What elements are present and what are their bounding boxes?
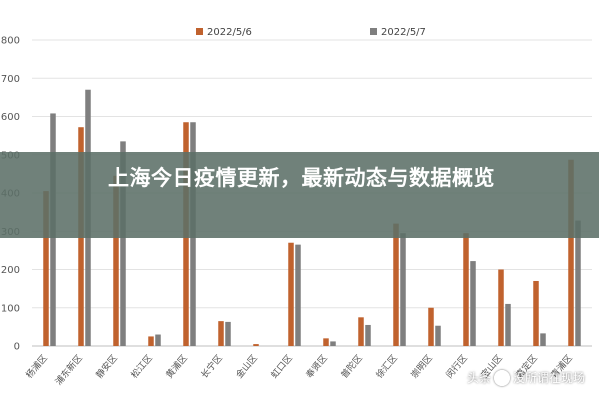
legend-label: 2022/5/6: [207, 27, 252, 38]
bar: [428, 307, 434, 346]
bar: [43, 191, 49, 346]
title-banner: 上海今日疫情更新，最新动态与数据概览: [0, 152, 599, 238]
bar: [358, 317, 364, 346]
x-tick-label: 金山区: [233, 352, 260, 380]
bar: [463, 233, 469, 346]
legend: 2022/5/6 2022/5/7: [196, 27, 426, 38]
legend-swatch: [370, 28, 377, 35]
x-tick-label: 闵行区: [443, 352, 470, 380]
x-tick-label: 杨浦区: [23, 352, 50, 380]
bar: [575, 220, 581, 346]
bar: [400, 233, 406, 346]
y-tick-label: 0: [14, 342, 20, 353]
bar: [288, 242, 294, 346]
bar: [225, 321, 231, 346]
x-tick-label: 崇明区: [409, 353, 435, 381]
x-tick-label: 浦东新区: [52, 352, 84, 387]
watermark-source: 头条: [466, 371, 491, 385]
x-tick-label: 长宁区: [198, 352, 225, 380]
y-tick-label: 700: [1, 74, 20, 85]
bar: [568, 159, 574, 346]
bar: [155, 334, 161, 346]
y-tick-label: 800: [1, 36, 20, 47]
bar: [330, 341, 336, 346]
bar: [470, 261, 476, 346]
legend-label: 2022/5/7: [381, 27, 426, 38]
bar: [253, 344, 259, 346]
bar: [365, 324, 371, 346]
x-tick-label: 奉贤区: [303, 352, 330, 380]
x-tick-label: 徐汇区: [373, 352, 400, 380]
bar: [540, 333, 546, 346]
toutiao-logo-icon: [493, 369, 510, 386]
bar: [498, 269, 504, 346]
x-tick-label: 普陀区: [338, 352, 365, 380]
bar: [533, 280, 539, 346]
bar: [148, 336, 154, 346]
bar: [435, 325, 441, 346]
y-tick-label: 600: [1, 112, 20, 123]
x-tick-label: 虹口区: [269, 353, 295, 381]
x-tick-label: 黄浦区: [163, 352, 190, 380]
y-tick-label: 200: [1, 265, 20, 276]
bar: [505, 303, 511, 346]
x-tick-label: 松江区: [128, 352, 155, 380]
bar: [393, 223, 399, 346]
legend-swatch: [196, 28, 203, 35]
bar: [113, 175, 119, 346]
bar: [323, 338, 329, 346]
y-tick-label: 100: [1, 303, 20, 314]
watermark-author: 没所谓在现场: [512, 371, 585, 385]
bar: [120, 141, 126, 346]
bar: [295, 244, 301, 346]
x-tick-label: 静安区: [93, 352, 120, 380]
banner-title: 上海今日疫情更新，最新动态与数据概览: [108, 166, 495, 190]
watermark: 头条 没所谓在现场: [467, 369, 585, 386]
bar: [218, 321, 224, 346]
